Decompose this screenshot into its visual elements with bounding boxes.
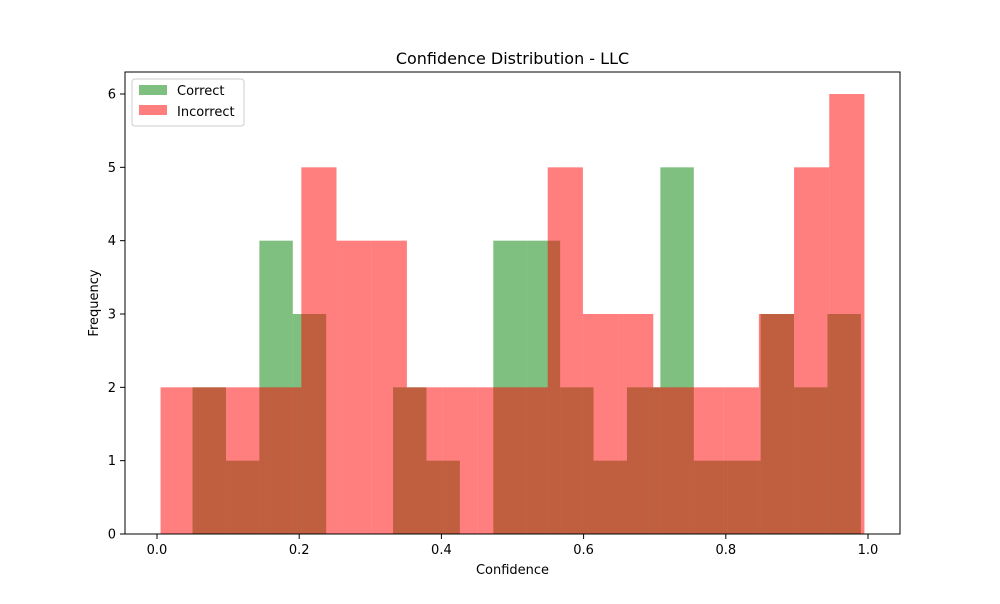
bar-incorrect-bin-16 [723, 387, 759, 534]
y-axis-ticks: 0 1 2 3 4 5 6 [108, 88, 125, 543]
x-tick-label: 0.2 [289, 543, 310, 558]
bar-incorrect-bin-7 [406, 387, 443, 534]
bar-incorrect-bin-13 [618, 314, 654, 534]
x-axis-label: Confidence [476, 563, 549, 578]
bar-incorrect-bin-8 [442, 387, 478, 534]
axes-frame [124, 71, 901, 535]
x-tick-label: 0.4 [431, 543, 452, 558]
bar-incorrect-bin-5 [336, 240, 372, 534]
y-axis-label: Frequency [87, 269, 102, 336]
y-tick-label: 5 [108, 161, 116, 176]
bar-incorrect-bin-17 [758, 314, 795, 534]
bar-incorrect-bin-15 [688, 387, 724, 534]
bar-incorrect-bin-14 [653, 387, 689, 534]
bar-incorrect-bin-12 [582, 314, 619, 534]
bar-incorrect-bin-11 [547, 167, 583, 535]
bar-incorrect-bin-18 [794, 167, 830, 535]
bar-incorrect-bin-1 [195, 387, 231, 534]
bars-layer [160, 94, 865, 535]
legend: Correct Incorrect [131, 78, 245, 127]
y-tick-label: 4 [108, 234, 116, 249]
legend-label-incorrect: Incorrect [177, 105, 235, 120]
bar-incorrect-bin-0 [160, 387, 196, 534]
y-tick-label: 1 [108, 454, 116, 469]
chart-title: Confidence Distribution - LLC [396, 49, 629, 68]
bar-incorrect-bin-6 [371, 240, 407, 534]
x-tick-label: 0.0 [147, 543, 168, 558]
bar-incorrect-bin-2 [230, 387, 267, 534]
x-tick-label: 1.0 [858, 543, 879, 558]
x-tick-label: 0.8 [715, 543, 736, 558]
x-tick-label: 0.6 [573, 543, 594, 558]
bar-incorrect-bin-10 [512, 387, 548, 534]
legend-swatch-incorrect [139, 105, 167, 115]
bar-incorrect-bin-3 [266, 387, 302, 534]
bar-incorrect-bin-9 [477, 387, 513, 534]
y-tick-label: 3 [108, 308, 116, 323]
legend-swatch-correct [139, 85, 167, 95]
x-axis-ticks: 0.0 0.2 0.4 0.6 0.8 1.0 [147, 534, 879, 558]
bar-incorrect-bin-4 [301, 167, 337, 535]
y-tick-label: 2 [108, 381, 116, 396]
y-tick-label: 0 [108, 528, 116, 543]
legend-label-correct: Correct [177, 84, 224, 99]
bar-incorrect-bin-19 [829, 94, 865, 534]
y-tick-label: 6 [108, 88, 116, 103]
